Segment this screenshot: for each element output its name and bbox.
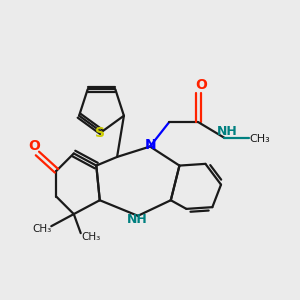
Text: O: O — [28, 139, 40, 153]
Text: NH: NH — [217, 125, 238, 138]
Text: O: O — [195, 78, 207, 92]
Text: CH₃: CH₃ — [82, 232, 101, 242]
Text: N: N — [145, 138, 157, 152]
Text: NH: NH — [127, 214, 148, 226]
Text: CH₃: CH₃ — [249, 134, 270, 144]
Text: S: S — [95, 126, 105, 140]
Text: CH₃: CH₃ — [32, 224, 51, 234]
